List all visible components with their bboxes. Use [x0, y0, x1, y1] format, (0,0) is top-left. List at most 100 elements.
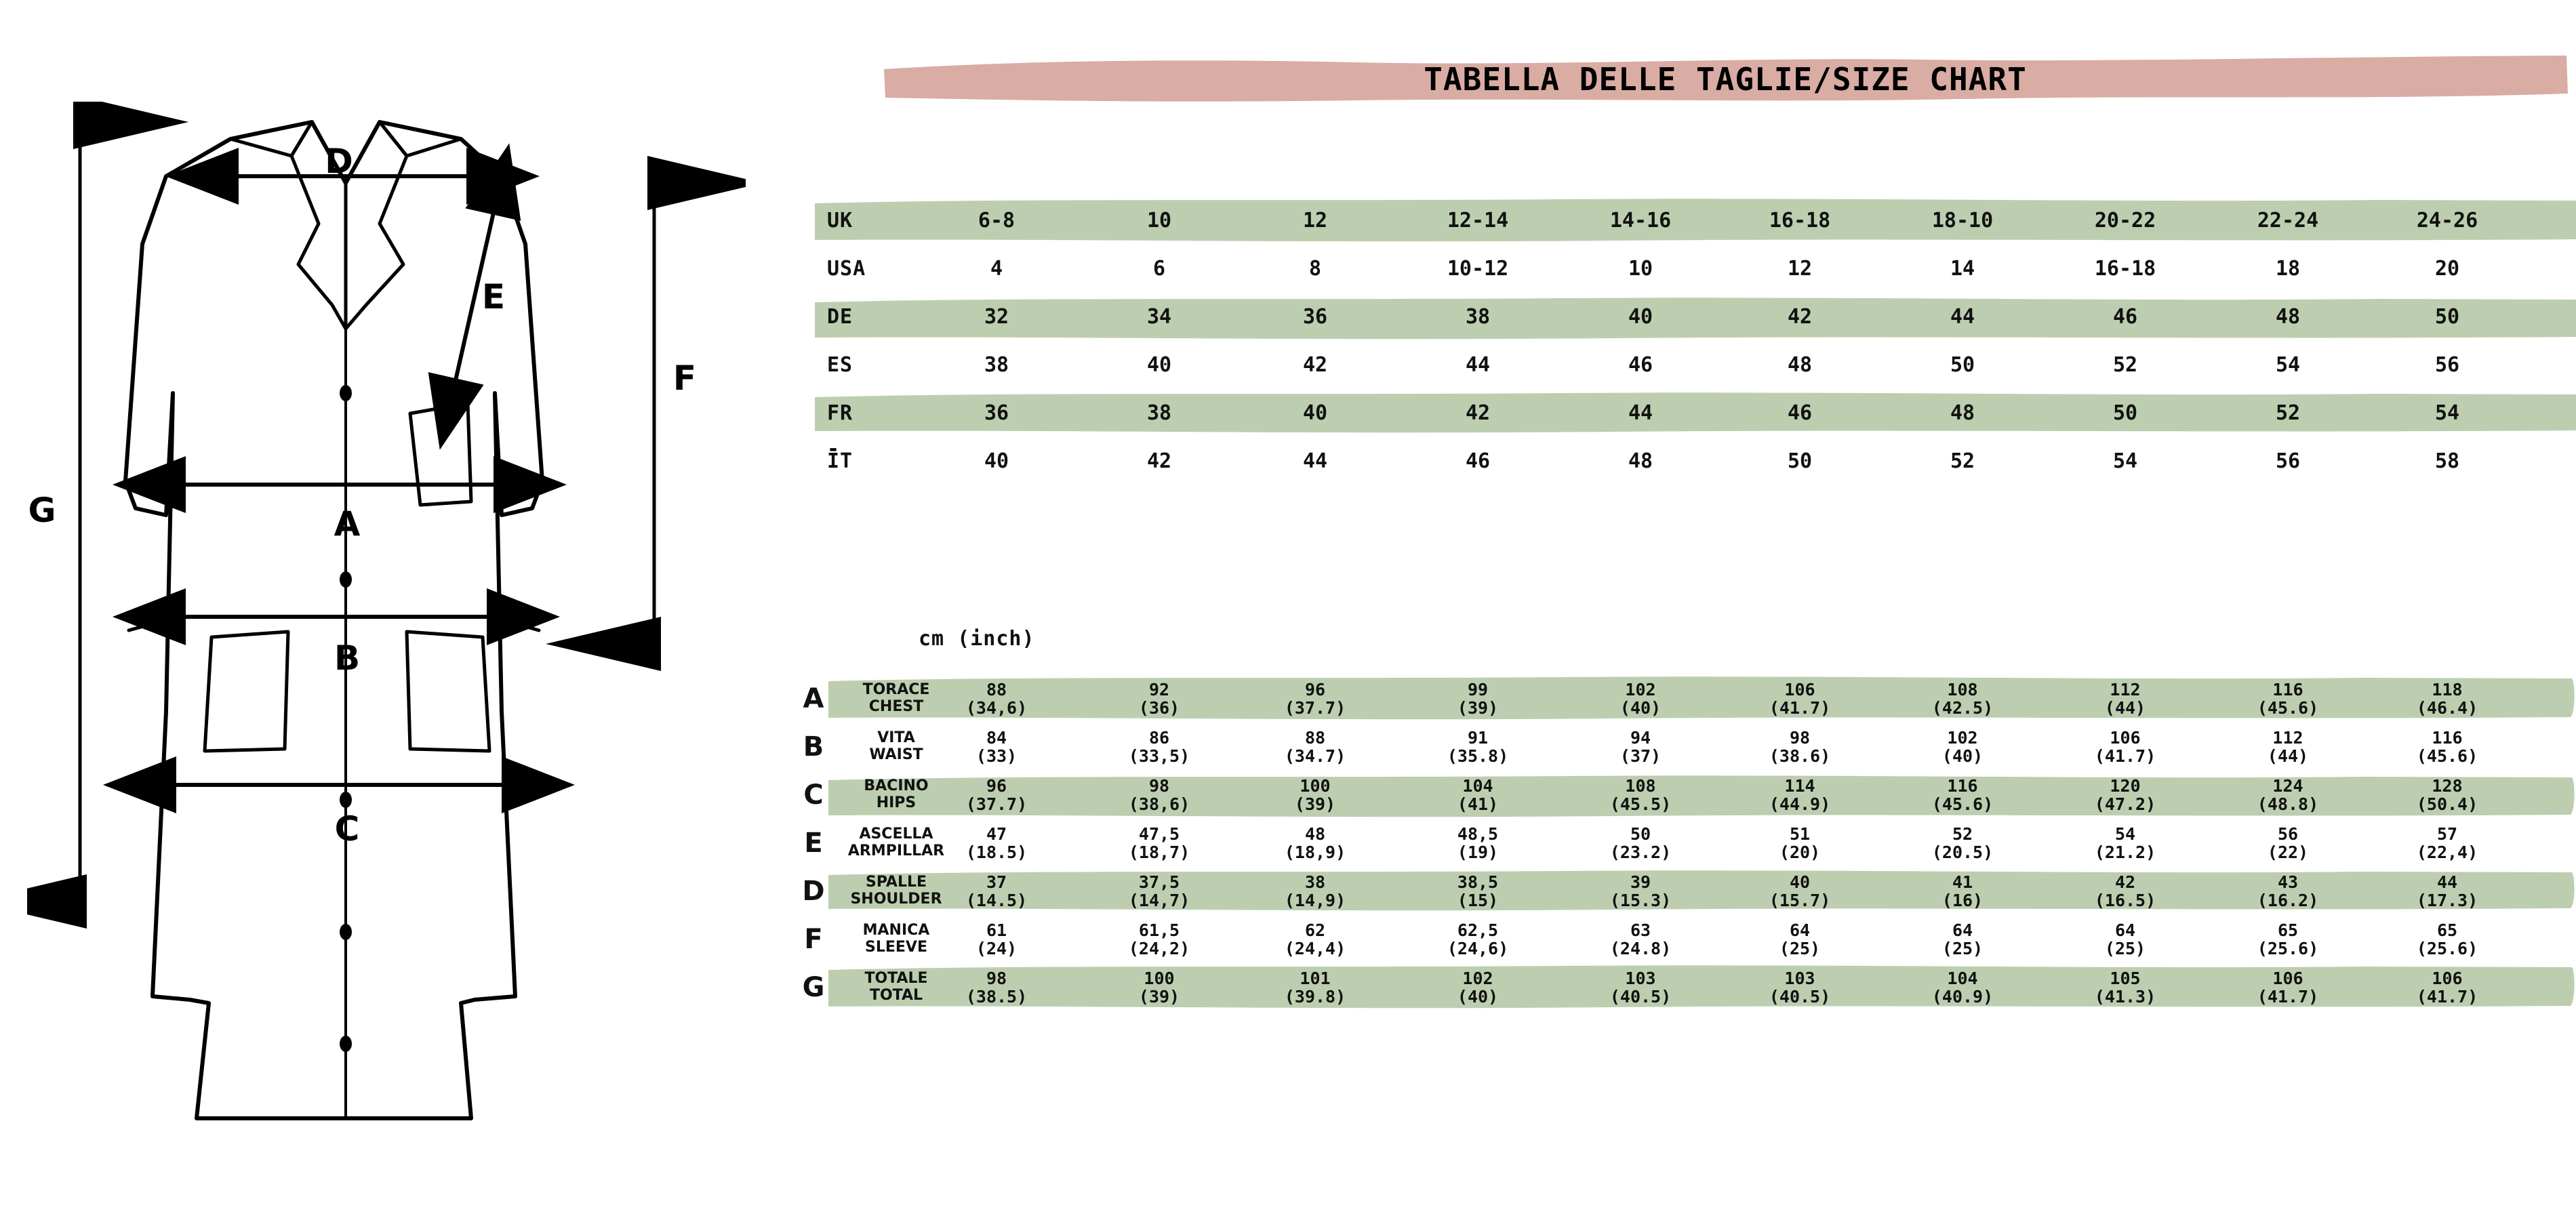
measurement-letter: D [802, 875, 825, 907]
measurement-cell: 106(41.7) [2542, 963, 2576, 1011]
measurement-cm: 65 [2436, 920, 2458, 940]
measurement-inch: (37.7) [1284, 697, 1346, 718]
size-cell: 38 [984, 353, 1009, 377]
measurement-inch: (40.5) [1609, 986, 1672, 1006]
measurement-inch: (39) [1457, 697, 1499, 718]
measurement-inch: (39.8) [1284, 986, 1346, 1006]
measurement-cell: 96 (37.7) [929, 771, 1064, 819]
measurement-cell: 58(22.8) [2542, 819, 2576, 867]
measurement-cm: 102 [1462, 968, 1493, 988]
measurement-cell: 43 (16.2) [2220, 867, 2356, 915]
measurement-cm: 54 [2114, 824, 2136, 844]
measurement-inch: (14.5) [965, 890, 1028, 910]
size-row-usa: USA 4 6 8 10-12 10 12 14 16-18 18 20 20-22 [786, 245, 2576, 293]
measurement-cell: 116 (45.6) [2379, 723, 2515, 771]
measurement-inch: (25.6) [2416, 938, 2478, 958]
measurement-inch: (25) [2104, 938, 2146, 958]
measurement-inch: (47.2) [2094, 794, 2156, 814]
measurement-inch: (40) [1619, 697, 1662, 718]
size-cell: 10 [1628, 257, 1653, 281]
measurement-name-en: ARMPILLAR [847, 842, 945, 859]
measurement-cm: 92 [1148, 679, 1170, 699]
size-cell: 56 [2434, 353, 2460, 377]
measurement-inch: (25.6) [2257, 938, 2319, 958]
measurement-cell: 118 (46.4) [2379, 674, 2515, 723]
measurement-inch: (21.2) [2094, 842, 2156, 862]
measurement-cell: 132(51.9) [2542, 771, 2576, 819]
measurement-letter: C [803, 779, 824, 811]
measurement-row-d: D SPALLE SHOULDER 37 (14.5) 37,5 (14,7) 38 (14,9… [786, 867, 2576, 915]
measurement-cm: 100 [1144, 968, 1175, 988]
measurement-name-it: MANICA [862, 921, 930, 939]
measurement-inch: (41.7) [2416, 986, 2478, 1006]
measurement-inch: (34.7) [1284, 746, 1346, 766]
measurement-cell: 39 (15.3) [1573, 867, 1708, 915]
measurement-inch: (38.6) [1769, 746, 1831, 766]
measurement-cm: 43 [2277, 872, 2299, 892]
measurement-cm: 57 [2436, 824, 2458, 844]
size-row-label: FR [827, 401, 853, 425]
measurement-cell: 98 (38.5) [929, 963, 1064, 1011]
size-cell: 4 [990, 257, 1003, 281]
measurement-cell: 104 (40.9) [1895, 963, 2030, 1011]
measurement-cm: 96 [1304, 679, 1326, 699]
measurement-cell: 61 (24) [929, 915, 1064, 963]
measurement-cm: 102 [1625, 679, 1656, 699]
figure-label-C: C [335, 809, 360, 849]
measurement-cm: 65 [2277, 920, 2299, 940]
unit-caption: cm (inch) [919, 627, 1035, 651]
size-cell: 16-18 [2094, 257, 2156, 281]
size-cell: 52 [2542, 293, 2576, 341]
measurement-inch: (45.6) [1931, 794, 1994, 814]
size-cell: 42 [1787, 305, 1813, 329]
measurement-cm: 41 [1952, 872, 1973, 892]
measurement-cell: 99 (39) [1410, 674, 1546, 723]
size-cell: 18-10 [1931, 209, 1994, 232]
measurement-cell: 40 (15.7) [1732, 867, 1868, 915]
size-cell: 56 [2542, 389, 2576, 437]
measurement-inch: (44) [2104, 697, 2146, 718]
measurement-name: VITA WAIST [831, 723, 961, 771]
measurement-inch: (20.5) [1931, 842, 1994, 862]
measurement-cell: 48,5 (19) [1410, 819, 1546, 867]
measurement-cell: 100 (39) [1091, 963, 1227, 1011]
size-cell: 6 [1152, 257, 1166, 281]
measurement-cm: 38,5 [1457, 872, 1499, 892]
figure-label-E: E [482, 277, 505, 317]
figure-label-F: F [673, 359, 696, 398]
size-row-it: IT 40 42 44 46 48 50 52 54 56 58 60 [786, 437, 2576, 485]
measurement-inch: (24,4) [1284, 938, 1346, 958]
measurement-inch: (17.3) [2416, 890, 2478, 910]
measurement-cell: 65(25.6) [2220, 915, 2356, 963]
measurement-letter: G [802, 971, 825, 1003]
measurement-inch: (22,4) [2416, 842, 2478, 862]
measurement-cm: 62,5 [1457, 920, 1499, 940]
size-cell: 46 [1628, 353, 1653, 377]
page-title: TABELLA DELLE TAGLIE/SIZE CHART [1424, 61, 2027, 98]
measurement-inch: (18.5) [965, 842, 1028, 862]
measurement-cell: 62,5 (24,6) [1410, 915, 1546, 963]
measurement-cell: 108 (42.5) [1895, 674, 2030, 723]
measurement-cm: 48 [1304, 824, 1326, 844]
measurement-cm: 56 [2277, 824, 2299, 844]
measurement-cm: 102 [1947, 727, 1978, 748]
measurement-cell: 100 (39) [1247, 771, 1383, 819]
size-cell: 52 [2275, 401, 2301, 425]
size-cell: 20 [2434, 257, 2460, 281]
measurement-cm: 37,5 [1138, 872, 1180, 892]
measurement-inch: (33,5) [1128, 746, 1190, 766]
size-cell: 42 [1465, 401, 1491, 425]
measurement-cell: 128 (50.4) [2379, 771, 2515, 819]
size-cell: 40 [1302, 401, 1328, 425]
measurement-inch: (44.9) [1769, 794, 1831, 814]
size-cell: 44 [1628, 401, 1653, 425]
size-cell: 48 [1628, 449, 1653, 473]
measurement-cell: 102 (40) [1895, 723, 2030, 771]
measurement-inch: (25) [1779, 938, 1821, 958]
measurement-cm: 116 [1947, 775, 1978, 796]
measurement-inch: (16.5) [2094, 890, 2156, 910]
measurement-cell: 64 (25) [2057, 915, 2193, 963]
measurement-cm: 116 [2272, 679, 2303, 699]
size-cell: 50 [2112, 401, 2138, 425]
size-cell: 44 [1302, 449, 1328, 473]
